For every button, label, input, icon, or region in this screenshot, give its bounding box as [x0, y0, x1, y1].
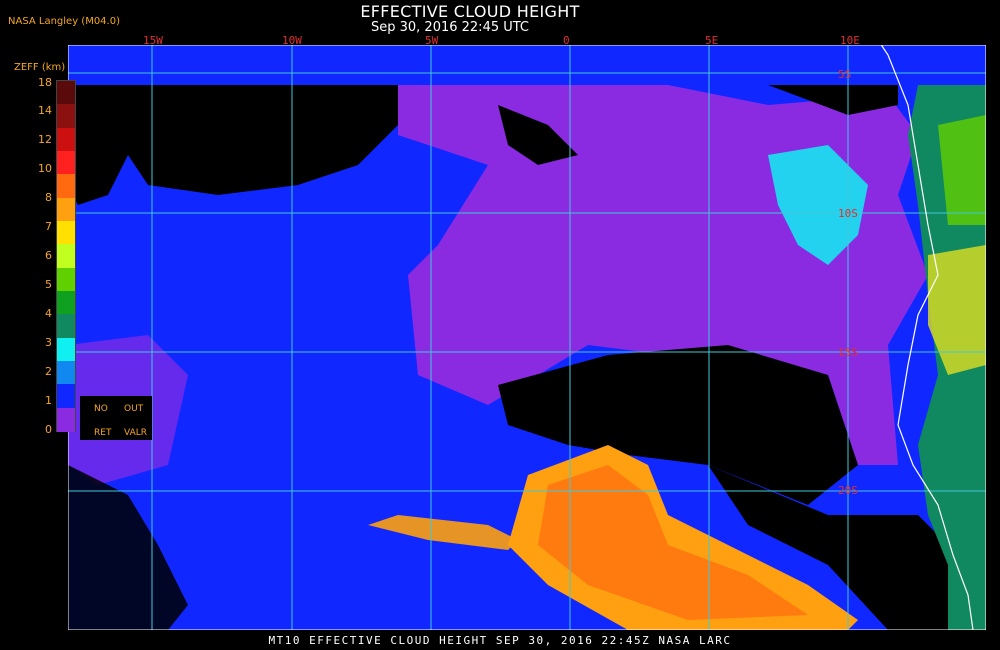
clear-area-north — [68, 85, 398, 205]
legend-out-label: OUT — [124, 404, 144, 414]
lat-label-5s: 5S — [838, 68, 852, 81]
legend-ret-label: RET — [94, 428, 112, 438]
legend-tick-label: 14 — [38, 104, 52, 117]
lon-label-10w: 10W — [282, 34, 302, 47]
mid-cloud-cyan — [768, 145, 868, 265]
legend-color-swatch — [57, 127, 75, 152]
high-cloud-streak — [368, 515, 518, 550]
legend-tick-label: 7 — [45, 220, 52, 233]
clear-area-south — [708, 465, 986, 630]
legend-tick-label: 6 — [45, 249, 52, 262]
legend-color-swatch — [57, 267, 75, 292]
high-cloud-band-core — [538, 465, 808, 620]
legend-tick-label: 8 — [45, 191, 52, 204]
lat-label-20s: 20S — [838, 484, 858, 497]
coastal-land-green — [938, 115, 986, 225]
legend-color-swatch — [57, 384, 75, 409]
lat-label-10s: 10S — [838, 207, 858, 220]
lon-label-5w: 5W — [425, 34, 439, 47]
clear-area-west — [68, 465, 188, 630]
lon-label-5e: 5E — [705, 34, 719, 47]
legend-color-swatch — [57, 244, 75, 269]
legend-tick-label: 18 — [38, 76, 52, 89]
legend-tick-label: 3 — [45, 336, 52, 349]
legend-tick-label: 4 — [45, 307, 52, 320]
legend-color-swatch — [57, 337, 75, 362]
legend-color-swatch — [57, 407, 75, 432]
legend-no-label: NO — [94, 404, 108, 414]
lat-label-15s: 15S — [838, 346, 858, 359]
legend-flags-box: NO OUT RET VALR — [80, 396, 152, 440]
lon-label-15w: 15W — [143, 34, 163, 47]
legend-title: ZEFF (km) — [14, 62, 66, 73]
clear-area-islands — [498, 105, 578, 165]
legend-color-swatch — [57, 361, 75, 385]
legend-tick-label: 10 — [38, 162, 52, 175]
coastline — [880, 45, 974, 630]
legend-tick-label: 2 — [45, 365, 52, 378]
color-scale-bar — [56, 80, 76, 432]
cloud-height-map — [68, 45, 986, 630]
legend-tick-label: 12 — [38, 133, 52, 146]
footer-caption: MT10 EFFECTIVE CLOUD HEIGHT SEP 30, 2016… — [268, 634, 732, 647]
legend-tick-label: 5 — [45, 278, 52, 291]
legend-color-swatch — [57, 197, 75, 222]
graticule — [68, 45, 986, 630]
legend-color-swatch — [57, 104, 75, 129]
legend-tick-label: 1 — [45, 394, 52, 407]
clear-area-northeast — [768, 85, 898, 115]
legend-color-swatch — [57, 291, 75, 315]
clear-area-center — [498, 345, 858, 505]
lon-label-10e: 10E — [840, 34, 860, 47]
legend-color-swatch — [57, 81, 75, 105]
legend-color-swatch — [57, 314, 75, 339]
legend-color-swatch — [57, 174, 75, 199]
legend-valr-label: VALR — [124, 428, 148, 438]
legend-tick-label: 0 — [45, 423, 52, 436]
legend-color-swatch — [57, 151, 75, 175]
coastal-land-yellow — [928, 245, 986, 375]
map-timestamp: Sep 30, 2016 22:45 UTC — [370, 20, 530, 35]
map-title: EFFECTIVE CLOUD HEIGHT — [360, 2, 580, 21]
lon-label-0: 0 — [563, 34, 570, 47]
legend-color-swatch — [57, 221, 75, 245]
producer-label: NASA Langley (M04.0) — [8, 16, 120, 27]
